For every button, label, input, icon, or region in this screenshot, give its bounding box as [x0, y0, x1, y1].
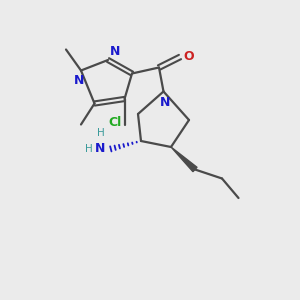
Polygon shape [171, 147, 197, 172]
Text: N: N [110, 46, 120, 59]
Text: N: N [95, 142, 106, 155]
Text: N: N [74, 74, 85, 86]
Text: Cl: Cl [109, 116, 122, 130]
Text: N: N [160, 96, 170, 109]
Text: H: H [85, 143, 93, 154]
Text: O: O [183, 50, 194, 64]
Text: H: H [97, 128, 104, 138]
